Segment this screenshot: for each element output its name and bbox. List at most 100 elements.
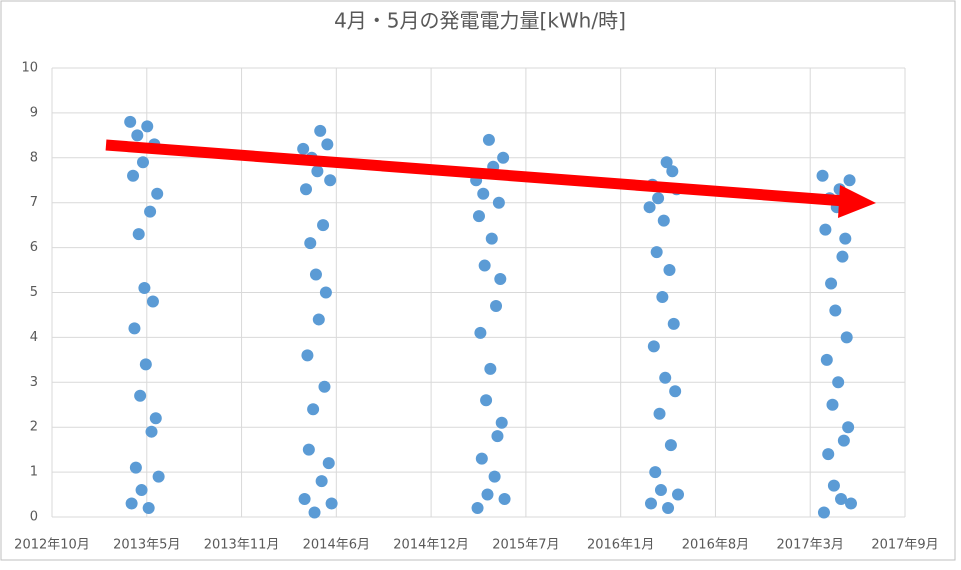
scatter-point [304, 237, 317, 250]
scatter-point [475, 452, 488, 465]
scatter-point [325, 497, 338, 510]
y-tick-label: 3 [30, 375, 38, 390]
scatter-point [672, 488, 685, 501]
scatter-point [843, 174, 856, 187]
scatter-point [817, 506, 830, 519]
scatter-point [652, 192, 665, 205]
scatter-point [835, 493, 848, 506]
x-tick-label: 2014年12月 [393, 538, 469, 553]
scatter-point [152, 470, 165, 483]
scatter-point [662, 502, 675, 515]
y-tick-label: 9 [30, 105, 38, 120]
x-tick-label: 2014年6月 [303, 538, 370, 553]
x-tick-label: 2012年10月 [14, 538, 90, 553]
scatter-point [482, 133, 495, 146]
scatter-point [669, 385, 682, 398]
scatter-point [649, 466, 662, 479]
scatter-point [829, 304, 842, 317]
scatter-point [321, 138, 334, 151]
scatter-point [832, 376, 845, 389]
x-tick-label: 2013年5月 [113, 538, 180, 553]
scatter-point [844, 497, 857, 510]
scatter-point [297, 142, 310, 155]
y-tick-label: 8 [30, 150, 38, 165]
scatter-point [820, 353, 833, 366]
scatter-point [315, 475, 328, 488]
scatter-point [664, 439, 677, 452]
scatter-point [492, 196, 505, 209]
chart-frame [0, 0, 956, 561]
scatter-point [650, 246, 663, 259]
scatter-point [663, 264, 676, 277]
scatter-point [480, 394, 493, 407]
scatter-point [128, 322, 141, 335]
scatter-point [135, 484, 148, 497]
scatter-point [146, 295, 159, 308]
scatter-point [825, 277, 838, 290]
scatter-point [839, 232, 852, 245]
scatter-point [653, 407, 666, 420]
trend-arrow [105, 139, 876, 218]
scatter-point [816, 169, 829, 182]
scatter-point [477, 187, 490, 200]
scatter-point [472, 210, 485, 223]
x-tick-label: 2016年8月 [682, 538, 749, 553]
scatter-point [302, 443, 315, 456]
scatter-point [141, 120, 154, 133]
scatter-point [644, 497, 657, 510]
scatter-point [840, 331, 853, 344]
scatter-point [312, 313, 325, 326]
scatter-point [144, 205, 157, 218]
scatter-point [647, 340, 660, 353]
scatter-point [298, 493, 311, 506]
scatter-point [478, 259, 491, 272]
chart-title: 4月・5月の発電電力量[kWh/時] [334, 9, 626, 33]
scatter-point [134, 389, 147, 402]
scatter-point [474, 326, 487, 339]
scatter-point [138, 282, 151, 295]
scatter-point [308, 506, 321, 519]
scatter-point [149, 412, 162, 425]
scatter-point [819, 223, 832, 236]
scatter-point [656, 290, 669, 303]
x-tick-label: 2017年9月 [871, 538, 938, 553]
x-tick-label: 2016年1月 [587, 538, 654, 553]
x-tick-label: 2013年11月 [204, 538, 280, 553]
scatter-point [318, 380, 331, 393]
scatter-point [491, 430, 504, 443]
scatter-point [827, 479, 840, 492]
scatter-point [125, 497, 138, 510]
scatter-point [307, 403, 320, 416]
scatter-point [488, 470, 501, 483]
scatter-point [129, 461, 142, 474]
scatter-point [317, 219, 330, 232]
scatter-point [822, 448, 835, 461]
scatter-point [654, 484, 667, 497]
scatter-point [485, 232, 498, 245]
y-tick-label: 1 [30, 465, 38, 480]
scatter-point [301, 349, 314, 362]
scatter-point [314, 124, 327, 137]
scatter-point [127, 169, 140, 182]
scatter-point [481, 488, 494, 501]
scatter-point [842, 421, 855, 434]
scatter-point [643, 201, 656, 214]
scatter-point [471, 502, 484, 515]
scatter-point [498, 493, 511, 506]
marks [124, 115, 857, 519]
y-tick-label: 5 [30, 285, 38, 300]
scatter-point [136, 156, 149, 169]
scatter-point [311, 165, 324, 178]
scatter-point [300, 183, 313, 196]
scatter-point [319, 286, 332, 299]
scatter-point [145, 425, 158, 438]
y-tick-label: 2 [30, 420, 38, 435]
scatter-point [666, 165, 679, 178]
scatter-point [151, 187, 164, 200]
arrow-head [838, 185, 876, 218]
scatter-point [836, 250, 849, 263]
x-tick-label: 2017年3月 [777, 538, 844, 553]
scatter-point [657, 214, 670, 227]
scatter-point [139, 358, 152, 371]
